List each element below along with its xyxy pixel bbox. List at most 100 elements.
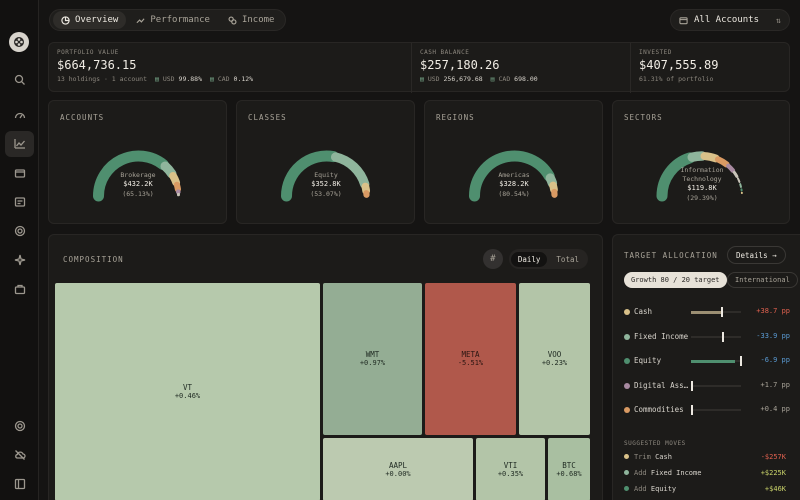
move-verb: Add [634,485,651,493]
gauge-segment[interactable] [726,163,736,173]
gauge-segment[interactable] [656,152,696,202]
suggested-move-row[interactable]: Add Fixed Income +$225K [624,469,786,477]
allocation-bar [691,380,741,391]
tile-ticker: VT [182,383,193,393]
classes-card: CLASSES Equity $352.8K (53.07%) [236,100,415,224]
allocation-target-marker [722,331,724,342]
allocation-row[interactable]: Fixed Income -33.9 pp [624,331,790,343]
allocation-name: Equity [634,356,662,365]
move-verb: Trim [634,453,656,461]
tab-income[interactable]: Income [220,11,283,29]
sidebar-portfolio[interactable] [5,276,34,302]
gauge-center: Equity $352.8K (53.07%) [276,171,376,199]
tile-change: +0.97% [359,359,386,368]
strategy-pill-international[interactable]: International [727,272,798,288]
toggle-daily[interactable]: Daily [510,251,548,267]
sectors-gauge [656,151,743,202]
sparkle-icon [14,254,25,266]
allocation-dot [624,309,630,315]
treemap-tile[interactable]: VOO +0.23% [519,283,590,435]
cad-label: CAD [217,75,230,83]
allocation-target-marker [721,307,723,317]
portfolio-value-cell: PORTFOLIO VALUE $664,736.15 13 holdings … [49,43,411,93]
usd-pct: 99.88% [178,75,203,83]
suggested-move-row[interactable]: Add Equity +$46K [624,485,786,493]
tile-ticker: WMT [365,350,380,360]
allocation-row[interactable]: Commodities +0.4 pp [624,404,790,416]
invested-sub: 61.31% of portfolio [639,75,714,83]
cad-pct: 0.12% [233,75,254,83]
sidebar-settings[interactable] [5,413,34,439]
sidebar-holdings[interactable] [5,131,34,157]
sidebar-search[interactable] [5,67,34,93]
gauge-segment[interactable] [173,181,182,193]
usd-label: USD [427,75,440,83]
gauge-segment[interactable] [93,150,169,202]
wallet-icon [14,169,25,178]
accounts-dropdown[interactable]: All Accounts ⇅ [670,9,790,31]
treemap-tile[interactable]: BTC +0.68% [548,438,590,500]
allocation-row[interactable]: Cash +38.7 pp [624,306,790,318]
allocation-fill [691,310,721,314]
sidebar-dashboard[interactable] [5,102,34,128]
period-toggle: Daily Total [508,249,588,269]
gauge-segment[interactable] [736,177,741,183]
allocation-delta: +0.4 pp [760,405,790,413]
details-button[interactable]: Details → [727,246,786,264]
accounts-card: ACCOUNTS Brokerage $432.2K (65.13%) [48,100,227,224]
gauge-segment[interactable] [739,183,742,188]
gauge-segment[interactable] [330,152,370,189]
gauge-segment[interactable] [732,170,739,178]
sidebar-sync[interactable] [5,442,34,468]
treemap-tile[interactable]: WMT +0.97% [323,283,422,435]
suggested-move-row[interactable]: Trim Cash -$257K [624,453,786,461]
sidebar-insights[interactable] [5,247,34,273]
sidebar-goals[interactable] [5,218,34,244]
treemap-tile[interactable]: VTI +0.35% [476,438,545,500]
tile-change: +0.68% [556,469,582,478]
move-dot [624,454,629,459]
logo-icon [14,37,24,47]
usd-label: USD [162,75,175,83]
allocation-fill [691,359,735,363]
cash-cad: ▤ CAD 698.00 [491,75,538,83]
allocation-bar [691,356,742,366]
gauge-segment[interactable] [281,150,339,202]
treemap-tile[interactable]: META -5.51% [425,283,516,435]
sidebar-accounts[interactable] [5,160,34,186]
gauge-center-name: Equity [314,171,338,179]
target-icon [14,225,25,237]
tab-label: Overview [75,15,119,25]
treemap-tile[interactable]: VT +0.46% [55,283,320,500]
toggle-total[interactable]: Total [556,254,579,264]
treemap-tile[interactable]: AAPL +0.00% [323,438,473,500]
tile-ticker: VTI [503,460,518,470]
allocation-dot [624,358,630,364]
sidebar-collapse[interactable] [5,471,34,497]
receipt-icon [14,197,25,207]
allocation-row[interactable]: Equity -6.9 pp [624,355,790,367]
allocation-row[interactable]: Digital Ass… +1.7 pp [624,380,790,392]
move-amount: -$257K [760,453,786,461]
usd-share: ▤ USD 99.88% [155,75,202,83]
chevron-updown-icon: ⇅ [776,15,781,25]
accounts-dropdown-label: All Accounts [694,15,760,25]
allocation-name: Digital Ass… [634,380,689,390]
allocation-name: Fixed Income [634,331,689,341]
holdings-count: 13 holdings · 1 account [57,75,148,83]
search-icon [14,74,25,85]
move-verb: Add [634,469,651,477]
strategy-pill-growth[interactable]: Growth 80 / 20 target [624,272,727,288]
allocation-bar [691,405,741,415]
sidebar-activity[interactable] [5,189,34,215]
tab-performance[interactable]: Performance [128,11,218,29]
classes-gauge [281,150,371,202]
tab-overview[interactable]: Overview [53,11,127,29]
gauge-center-value: $328.2K [499,180,529,189]
settings-icon [14,420,25,432]
gauge-segment[interactable] [700,152,720,163]
gauge-segment[interactable] [469,150,555,202]
gauge-segment[interactable] [714,156,730,168]
app-logo[interactable] [9,32,29,52]
hash-toggle-button[interactable]: # [482,249,503,269]
